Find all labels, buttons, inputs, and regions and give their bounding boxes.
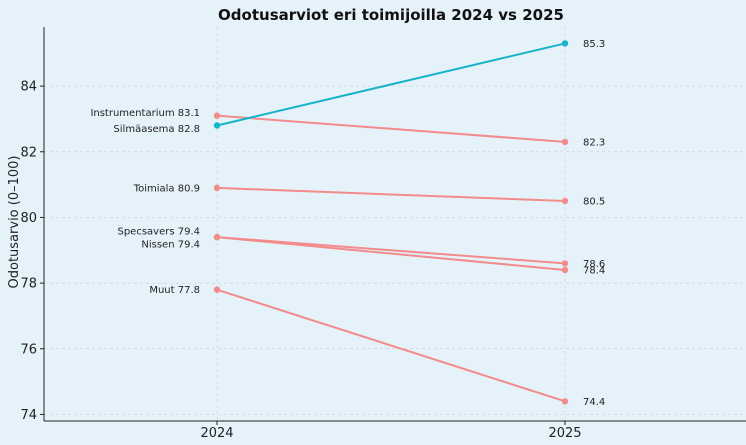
y-tick-label: 80 (20, 211, 37, 226)
series-layer (213, 40, 569, 405)
series-line-silmäasema (216, 42, 566, 127)
series-line-specsavers (216, 236, 566, 265)
data-point-nissen-2025 (561, 266, 569, 274)
y-tick-label: 76 (20, 342, 37, 357)
data-point-instrumentarium-2024 (213, 112, 221, 119)
series-line-muut (216, 288, 566, 403)
y-tick-label: 74 (20, 408, 37, 423)
axes-layer: 74 76 78 80 82 84 2024 2025 (20, 27, 746, 441)
series-line-instrumentarium (216, 114, 566, 143)
data-point-muut-2025 (561, 398, 569, 405)
right-label-specsavers: 78.6 (583, 259, 605, 270)
right-label-muut: 74.4 (583, 397, 605, 408)
y-tick-label: 78 (20, 277, 37, 292)
right-label-instrumentarium: 82.3 (583, 137, 605, 148)
data-point-specsavers-2025 (561, 260, 569, 267)
data-point-instrumentarium-2025 (561, 138, 569, 146)
left-label-muut: Muut 77.8 (149, 285, 200, 296)
left-label-specsavers: Specsavers 79.4 (117, 227, 200, 238)
data-point-toimiala-2025 (561, 197, 569, 205)
y-axis-label: Odotusarvio (0–100) (7, 156, 22, 289)
right-label-silmäasema: 85.3 (583, 39, 605, 50)
left-label-instrumentarium: Instrumentarium 83.1 (90, 108, 200, 119)
y-tick-label: 84 (20, 80, 37, 95)
series-line-toimiala (216, 186, 566, 203)
data-point-muut-2024 (213, 286, 221, 293)
data-point-silmäasema-2024 (213, 122, 221, 129)
chart-title: Odotusarviot eri toimijoilla 2024 vs 202… (218, 6, 564, 24)
data-point-silmäasema-2025 (561, 40, 569, 47)
grid-layer (44, 27, 746, 421)
right-label-toimiala: 80.5 (583, 197, 605, 208)
data-point-toimiala-2024 (213, 184, 221, 192)
y-tick-label: 82 (20, 145, 37, 160)
x-tick-label: 2024 (200, 426, 233, 441)
label-layer: Instrumentarium 83.1 82.3 Silmäasema 82.8 8… (90, 39, 605, 408)
x-tick-label: 2025 (548, 426, 581, 441)
left-label-nissen: Nissen 79.4 (141, 240, 200, 251)
left-label-toimiala: Toimiala 80.9 (133, 183, 200, 194)
left-label-silmäasema: Silmäasema 82.8 (113, 124, 200, 135)
data-point-nissen-2024 (213, 233, 221, 241)
series-line-nissen (216, 236, 566, 271)
right-label-nissen: 78.4 (583, 265, 605, 276)
